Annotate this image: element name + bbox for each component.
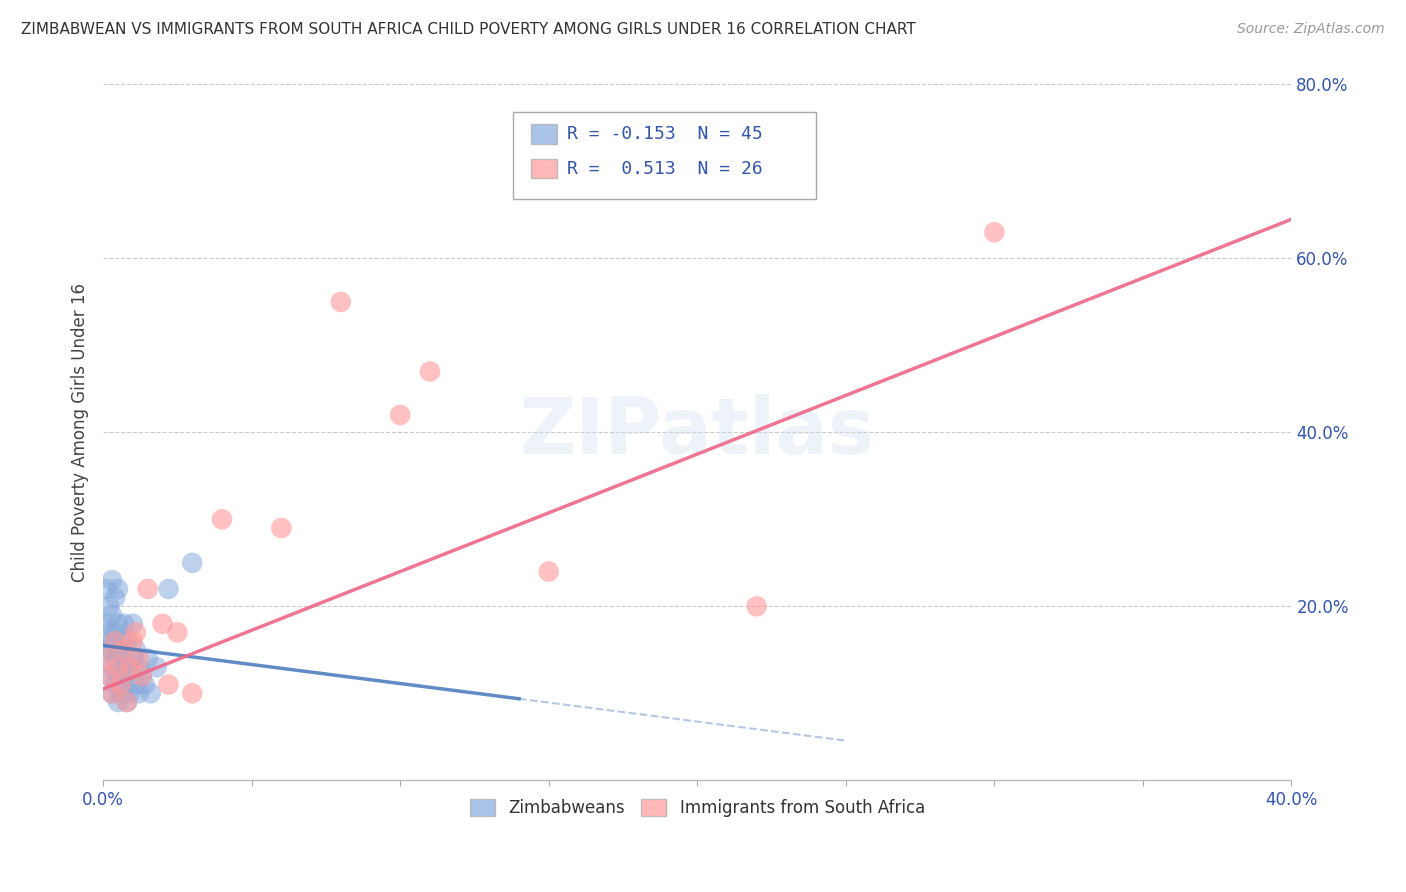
Legend: Zimbabweans, Immigrants from South Africa: Zimbabweans, Immigrants from South Afric… [463,793,932,824]
Point [121,616,143,631]
Point [107,616,129,631]
Point [107,695,129,709]
Point [166,625,188,640]
Point [125,625,148,640]
Point [181,556,204,570]
Point [121,651,143,665]
Point [419,364,441,378]
Point [104,678,127,692]
Point [128,651,150,665]
Point [115,695,138,709]
Point [118,660,141,674]
Point [110,686,132,700]
Point [745,599,768,614]
Text: R =  0.513  N = 26: R = 0.513 N = 26 [567,160,762,178]
Point [94,582,117,596]
Text: R = -0.153  N = 45: R = -0.153 N = 45 [567,125,762,143]
Text: ZIMBABWEAN VS IMMIGRANTS FROM SOUTH AFRICA CHILD POVERTY AMONG GIRLS UNDER 16 CO: ZIMBABWEAN VS IMMIGRANTS FROM SOUTH AFRI… [21,22,915,37]
Point [98,625,121,640]
Point [139,686,162,700]
Y-axis label: Child Poverty Among Girls Under 16: Child Poverty Among Girls Under 16 [72,283,89,582]
Text: ZIPatlas: ZIPatlas [520,394,875,470]
Point [104,591,127,605]
Point [94,651,117,665]
Point [131,669,153,683]
Point [115,695,138,709]
Point [125,643,148,657]
Point [128,686,150,700]
Point [270,521,292,535]
Point [157,678,180,692]
Point [104,634,127,648]
Point [107,582,129,596]
Point [145,660,167,674]
Point [112,643,135,657]
Point [389,408,412,422]
Point [112,678,135,692]
Point [107,643,129,657]
Point [98,643,121,657]
Point [537,565,560,579]
Point [118,686,141,700]
Point [118,660,141,674]
Point [115,634,138,648]
Point [94,643,117,657]
Point [125,678,148,692]
Point [101,686,124,700]
Point [101,686,124,700]
Point [101,573,124,587]
Point [101,660,124,674]
Point [107,660,129,674]
Point [131,669,153,683]
FancyBboxPatch shape [531,124,557,144]
Point [152,616,174,631]
Point [136,651,159,665]
Point [110,634,132,648]
Point [101,607,124,622]
Point [98,669,121,683]
Point [134,678,156,692]
Point [94,616,117,631]
Point [983,225,1005,239]
Point [104,651,127,665]
Point [98,599,121,614]
Point [128,660,150,674]
Point [101,634,124,648]
Text: Source: ZipAtlas.com: Source: ZipAtlas.com [1237,22,1385,37]
Point [136,582,159,596]
Point [98,669,121,683]
Point [121,634,143,648]
FancyBboxPatch shape [513,112,815,199]
FancyBboxPatch shape [531,159,557,178]
Point [181,686,204,700]
Point [107,669,129,683]
Point [112,651,135,665]
Point [110,678,132,692]
Point [104,625,127,640]
Point [112,616,135,631]
Point [110,660,132,674]
Point [115,669,138,683]
Point [329,294,352,309]
Point [157,582,180,596]
Point [211,512,233,526]
